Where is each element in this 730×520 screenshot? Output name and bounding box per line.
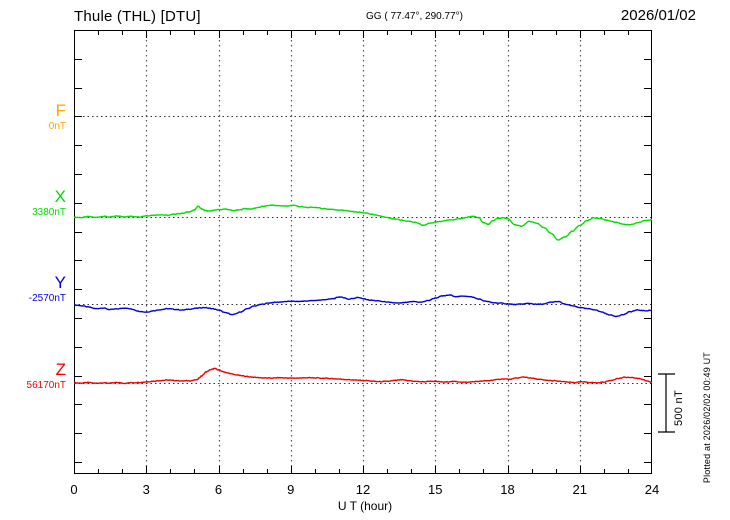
x-tick-label-3: 3 [142,482,150,497]
component-value-x: 3380nT [32,207,66,218]
x-tick-label-18: 18 [500,482,515,497]
data-traces [74,204,652,385]
trace-y [74,294,652,318]
x-axis-title: U T (hour) [337,499,393,513]
geographic-coordinates: GG ( 77.47°, 290.77°) [366,11,463,22]
x-tick-label-15: 15 [428,482,443,497]
component-label-f: F 0nT [2,102,66,132]
x-tick-label-6: 6 [214,482,223,497]
component-symbol-x: X [54,187,66,206]
component-symbol-z: Z [55,360,66,379]
scale-bar-label: 500 nT [673,390,685,427]
x-tick-label-0: 0 [70,482,78,497]
trace-x [74,204,652,241]
component-symbol-f: F [55,101,66,120]
station-title: Thule (THL) [DTU] [74,8,201,25]
component-label-y: Y -2570nT [2,274,66,304]
component-value-f: 0nT [48,121,66,132]
x-tick-label-12: 12 [355,482,371,497]
component-symbol-y: Y [54,273,66,292]
grid-lines [74,30,652,474]
x-tick-label-21: 21 [572,482,587,497]
magnetogram-plot [74,30,652,474]
observation-date: 2026/01/02 [620,7,696,24]
trace-z [74,367,652,385]
component-label-x: X 3380nT [2,188,66,218]
plot-frame [74,30,652,474]
plotted-at-label: Plotted at 2026/02/02 00:49 UT [702,352,712,484]
axis-ticks [74,30,652,474]
component-value-y: -2570nT [28,293,66,304]
component-label-z: Z 56170nT [2,361,66,391]
x-tick-label-9: 9 [287,482,295,497]
x-tick-label-24: 24 [644,482,660,497]
component-value-z: 56170nT [26,380,66,391]
plot-canvas [74,30,652,474]
scale-bar [658,373,675,433]
